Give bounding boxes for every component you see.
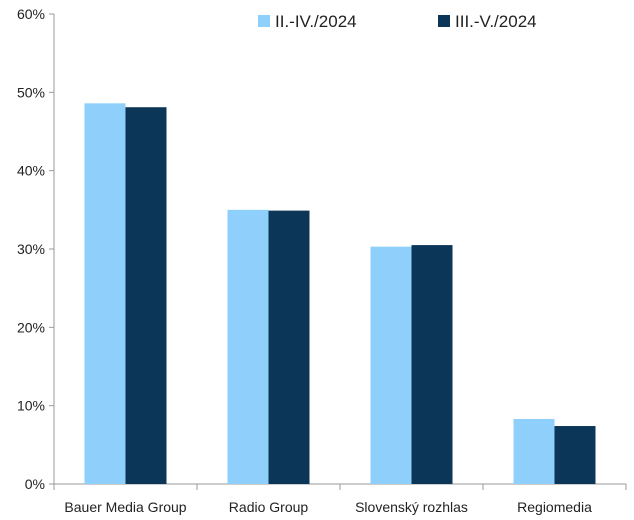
bar-series-1 bbox=[513, 418, 555, 484]
bar-series-1 bbox=[370, 246, 412, 484]
y-tick-label: 10% bbox=[17, 398, 45, 414]
y-tick-label: 0% bbox=[25, 476, 45, 492]
x-category-label: Bauer Media Group bbox=[64, 499, 186, 515]
y-tick-label: 30% bbox=[17, 241, 45, 257]
y-tick-label: 20% bbox=[17, 319, 45, 335]
bar-series-1 bbox=[84, 103, 126, 485]
y-tick-label: 50% bbox=[17, 84, 45, 100]
bar-series-2 bbox=[554, 426, 596, 484]
x-category-label: Radio Group bbox=[229, 499, 309, 515]
legend-label: III.-V./2024 bbox=[455, 12, 537, 31]
bar-series-2 bbox=[268, 210, 310, 484]
bar-series-1 bbox=[227, 209, 269, 485]
bars bbox=[84, 103, 596, 485]
legend-label: II.-IV./2024 bbox=[275, 12, 357, 31]
x-axis: Bauer Media Group Radio Group Slovenský ro… bbox=[53, 483, 627, 515]
x-category-label: Slovenský rozhlas bbox=[355, 499, 468, 515]
x-category-label: Regiomedia bbox=[517, 499, 592, 515]
y-axis: 0% 10% 20% 30% 40% 50% 60% bbox=[17, 6, 55, 492]
y-tick-label: 60% bbox=[17, 6, 45, 22]
legend-swatch bbox=[258, 15, 270, 27]
legend-swatch bbox=[438, 15, 450, 27]
bar-series-2 bbox=[125, 107, 167, 484]
y-tick-label: 40% bbox=[17, 163, 45, 179]
bar-series-2 bbox=[411, 245, 453, 484]
legend: II.-IV./2024 III.-V./2024 bbox=[258, 12, 537, 31]
